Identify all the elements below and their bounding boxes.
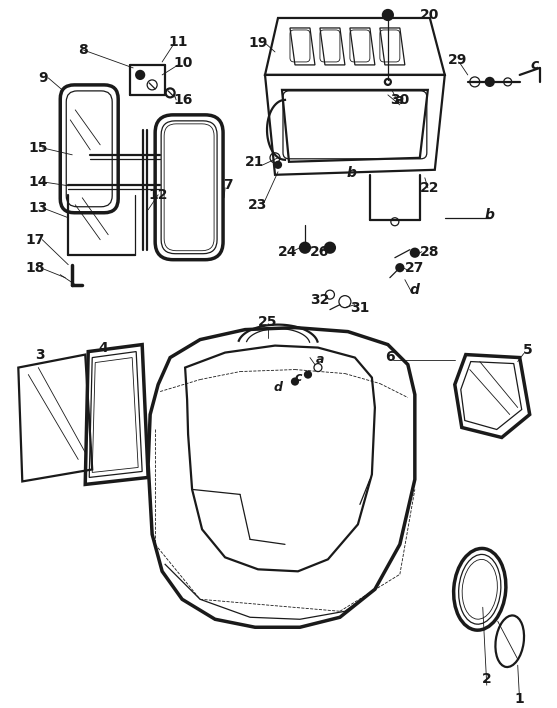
Text: 21: 21: [245, 155, 265, 169]
Text: 2: 2: [482, 672, 492, 686]
Text: 1: 1: [515, 692, 525, 706]
Circle shape: [300, 243, 310, 253]
Text: 25: 25: [258, 314, 278, 329]
Text: 5: 5: [523, 343, 532, 357]
Circle shape: [411, 249, 419, 257]
Circle shape: [486, 78, 494, 86]
Text: 20: 20: [420, 8, 439, 22]
Text: 24: 24: [278, 245, 298, 258]
Text: 17: 17: [26, 233, 45, 246]
Circle shape: [397, 264, 403, 271]
Text: 6: 6: [385, 350, 395, 364]
Text: 12: 12: [148, 188, 168, 202]
Text: a: a: [395, 93, 404, 107]
Text: 14: 14: [28, 175, 48, 189]
Text: 11: 11: [168, 35, 188, 49]
Text: 28: 28: [420, 245, 439, 258]
Text: 18: 18: [26, 261, 45, 275]
Text: 15: 15: [28, 141, 48, 155]
Text: d: d: [273, 381, 282, 394]
Text: 23: 23: [248, 198, 268, 212]
Circle shape: [292, 379, 298, 384]
Text: b: b: [485, 207, 495, 222]
Text: 10: 10: [173, 56, 193, 70]
Text: b: b: [347, 166, 357, 180]
Text: 26: 26: [310, 245, 330, 258]
Text: 9: 9: [38, 71, 48, 85]
Text: 4: 4: [99, 341, 108, 355]
Circle shape: [383, 10, 393, 20]
Text: 30: 30: [390, 93, 409, 107]
Text: 27: 27: [405, 261, 424, 275]
Circle shape: [325, 243, 335, 253]
Text: 29: 29: [448, 53, 467, 67]
Text: 32: 32: [310, 292, 330, 307]
Circle shape: [136, 71, 144, 79]
Text: 7: 7: [223, 178, 233, 192]
Text: 16: 16: [173, 93, 193, 107]
Text: a: a: [316, 353, 324, 366]
Circle shape: [275, 162, 281, 168]
Text: 8: 8: [79, 43, 88, 57]
Text: 31: 31: [350, 301, 370, 314]
Circle shape: [305, 372, 311, 377]
Text: 3: 3: [36, 348, 45, 362]
Text: 22: 22: [420, 181, 439, 195]
Text: c: c: [531, 58, 539, 72]
Text: 19: 19: [248, 36, 268, 50]
Text: 13: 13: [28, 201, 48, 215]
Text: c: c: [294, 371, 302, 384]
Text: d: d: [410, 282, 420, 297]
